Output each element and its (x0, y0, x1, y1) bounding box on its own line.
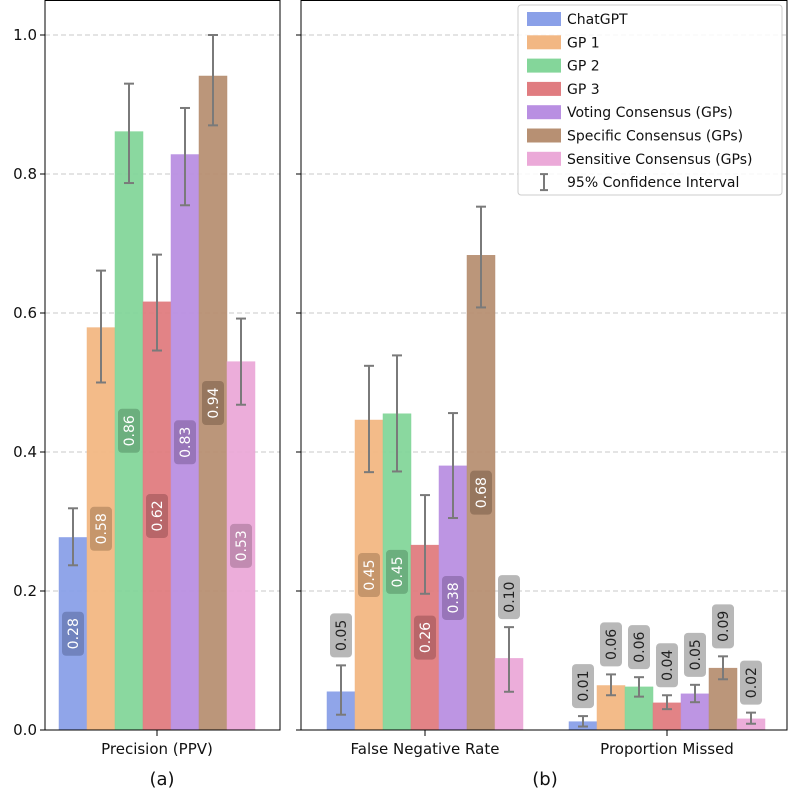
value-label-chatgpt-false-negative-rate: 0.05 (330, 613, 352, 658)
legend-frame (517, 4, 783, 196)
value-label-text: 0.83 (178, 427, 194, 458)
value-label-box (740, 660, 762, 705)
x-tick-label-false-negative-rate: False Negative Rate (351, 740, 500, 758)
value-label-box (498, 575, 520, 620)
value-label-box (118, 408, 140, 453)
value-label-chatgpt-proportion-missed: 0.01 (572, 664, 594, 709)
y-tick-label-0-8: 0.8 (13, 165, 37, 183)
panel-label-b: (b) (532, 769, 557, 790)
legend-swatch-sensitive-consensus-gps (527, 151, 561, 166)
panel-label-a: (a) (149, 769, 174, 790)
value-label-text: 0.28 (66, 618, 82, 649)
value-label-chatgpt-precision-ppv: 0.28 (62, 611, 84, 656)
value-label-specific-consensus-gps-proportion-missed: 0.09 (712, 604, 734, 649)
value-label-text: 0.68 (474, 477, 490, 508)
value-label-text: 0.26 (418, 622, 434, 653)
y-tick-label-1-0: 1.0 (13, 26, 37, 44)
value-label-box (684, 632, 706, 677)
value-label-box (414, 615, 436, 660)
legend: ChatGPT GP 1 GP 2 GP 3 Voting Consensus (GPs… (517, 4, 783, 196)
value-label-box (62, 611, 84, 656)
legend-label-sensitive-consensus-gps: Sensitive Consensus (GPs) (567, 152, 752, 168)
value-label-box (628, 625, 650, 670)
legend-swatch-gp-3 (527, 81, 561, 96)
value-label-text: 0.86 (122, 415, 138, 446)
value-label-text: 0.45 (362, 559, 378, 590)
axes-frame (44, 0, 281, 731)
value-label-text: 0.38 (446, 582, 462, 613)
legend-label-voting-consensus-gps: Voting Consensus (GPs) (567, 105, 733, 121)
value-label-box (230, 523, 252, 568)
value-label-sensitive-consensus-gps-proportion-missed: 0.02 (740, 660, 762, 705)
value-label-text: 0.10 (502, 582, 518, 613)
x-tick-label-proportion-missed: Proportion Missed (600, 740, 734, 758)
value-label-box (470, 470, 492, 515)
value-label-box (174, 420, 196, 465)
value-label-sensitive-consensus-gps-false-negative-rate: 0.10 (498, 575, 520, 620)
value-label-gp-3-proportion-missed: 0.04 (656, 643, 678, 688)
legend-swatch-voting-consensus-gps (527, 105, 561, 120)
value-label-text: 0.04 (660, 650, 676, 681)
value-label-box (330, 613, 352, 658)
value-label-text: 0.06 (604, 629, 620, 660)
value-label-voting-consensus-gps-proportion-missed: 0.05 (684, 632, 706, 677)
value-label-gp-2-false-negative-rate: 0.45 (386, 549, 408, 594)
legend-label-ci: 95% Confidence Interval (567, 175, 739, 191)
value-label-box (600, 622, 622, 667)
legend-label-gp-1: GP 1 (567, 35, 600, 51)
panel-a-precision: 0.28 0.58 0.86 0.62 0.83 0.94 0.53 Precision (P… (13, 0, 281, 790)
value-label-text: 0.05 (688, 639, 704, 670)
value-label-text: 0.53 (234, 530, 250, 561)
value-label-specific-consensus-gps-precision-ppv: 0.94 (202, 381, 224, 426)
value-label-text: 0.06 (632, 632, 648, 663)
y-tick-label-0-6: 0.6 (13, 304, 37, 322)
value-label-gp-1-precision-ppv: 0.58 (90, 506, 112, 551)
value-label-gp-1-false-negative-rate: 0.45 (358, 553, 380, 598)
value-label-gp-2-precision-ppv: 0.86 (118, 408, 140, 453)
value-label-text: 0.94 (206, 387, 222, 418)
legend-label-specific-consensus-gps: Specific Consensus (GPs) (567, 129, 743, 145)
value-label-voting-consensus-gps-precision-ppv: 0.83 (174, 420, 196, 465)
value-label-gp-3-precision-ppv: 0.62 (146, 493, 168, 538)
value-label-text: 0.05 (334, 620, 350, 651)
value-label-box (572, 664, 594, 709)
panel-b-fnr-missed: 0.05 0.45 0.45 0.26 0.38 0.68 0.10 False Negati… (296, 0, 788, 790)
value-label-text: 0.45 (390, 556, 406, 587)
value-label-voting-consensus-gps-false-negative-rate: 0.38 (442, 575, 464, 620)
value-label-box (358, 553, 380, 598)
value-label-gp-1-proportion-missed: 0.06 (600, 622, 622, 667)
x-tick-label-precision-ppv: Precision (PPV) (101, 740, 213, 758)
value-label-gp-3-false-negative-rate: 0.26 (414, 615, 436, 660)
y-tick-label-0-0: 0.0 (13, 721, 37, 739)
value-label-box (202, 381, 224, 426)
value-label-box (442, 575, 464, 620)
legend-label-gp-3: GP 3 (567, 82, 600, 98)
y-tick-label-0-2: 0.2 (13, 582, 37, 600)
legend-swatch-gp-1 (527, 35, 561, 50)
value-label-box (90, 506, 112, 551)
legend-swatch-chatgpt (527, 12, 561, 26)
value-label-text: 0.02 (744, 667, 760, 698)
y-tick-label-0-4: 0.4 (13, 443, 37, 461)
value-label-text: 0.58 (94, 513, 110, 544)
axes-frame (300, 0, 788, 731)
legend-swatch-gp-2 (527, 58, 561, 73)
value-label-specific-consensus-gps-false-negative-rate: 0.68 (470, 470, 492, 515)
value-label-text: 0.62 (150, 500, 166, 531)
legend-swatch-specific-consensus-gps (527, 128, 561, 143)
value-label-text: 0.09 (716, 611, 732, 642)
value-label-box (656, 643, 678, 688)
value-label-text: 0.01 (576, 671, 592, 702)
legend-label-chatgpt: ChatGPT (567, 12, 628, 28)
value-label-box (386, 549, 408, 594)
value-label-box (712, 604, 734, 649)
value-label-box (146, 493, 168, 538)
value-label-gp-2-proportion-missed: 0.06 (628, 625, 650, 670)
legend-label-gp-2: GP 2 (567, 59, 600, 75)
value-label-sensitive-consensus-gps-precision-ppv: 0.53 (230, 523, 252, 568)
